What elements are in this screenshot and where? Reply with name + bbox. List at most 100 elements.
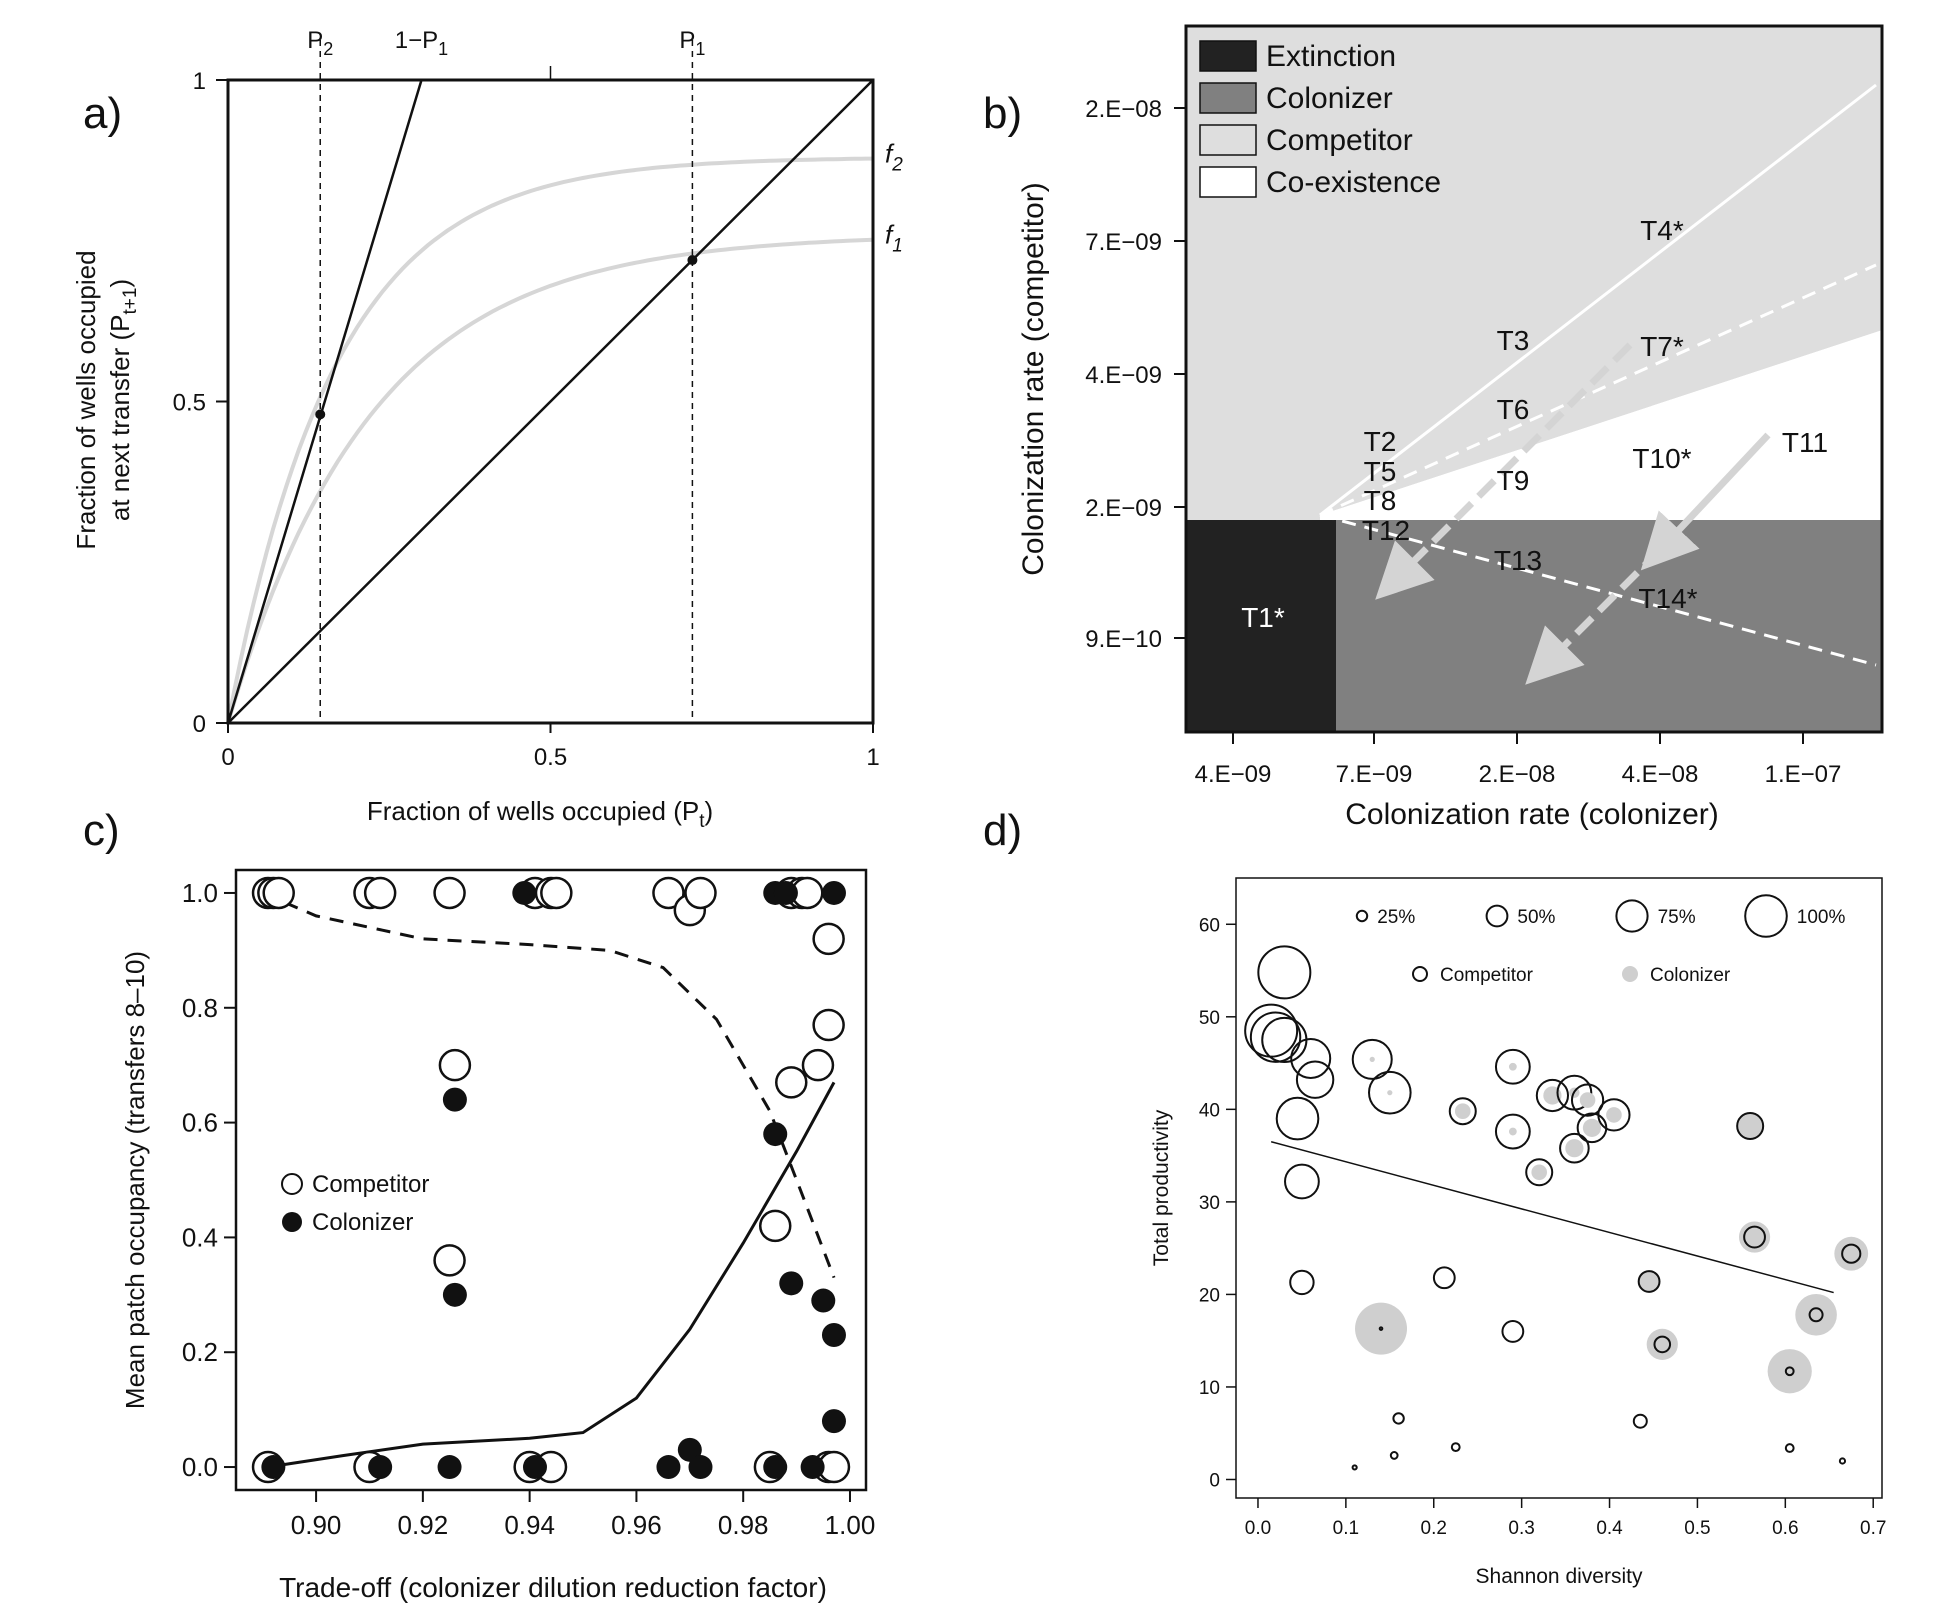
region-extinction <box>1186 520 1336 732</box>
competitor-point <box>262 876 295 910</box>
region-competitor-wedge <box>1320 245 1882 515</box>
regression-line <box>1270 1141 1834 1294</box>
line-t8-t9-t10 <box>1319 440 1877 517</box>
panel-d: d) 0.0 0.1 0.2 0.3 0.4 0.5 0.6 0.7 0 10 20 30 40 50 60… <box>983 806 1886 1588</box>
b-y-tick-label: 7.E−09 <box>1085 229 1162 256</box>
competitor-bubble <box>1284 1163 1320 1200</box>
panel-b: b) T1* T2 T5 T8 <box>983 24 1884 831</box>
c-x-tick-label: 0.98 <box>718 1510 769 1540</box>
competitor-bubble <box>1275 1096 1320 1141</box>
colonizer-bubble <box>1508 1062 1517 1071</box>
competitor-bubble <box>1597 1098 1631 1132</box>
d-y-tick-label: 30 <box>1199 1193 1220 1214</box>
panel-d-label: d) <box>983 806 1022 855</box>
label-t11: T11 <box>1782 427 1828 458</box>
d-y-tick-label: 20 <box>1199 1285 1220 1306</box>
arrow-left <box>1375 342 1633 600</box>
competitor-bubble <box>1784 1366 1795 1377</box>
competitor-bubble <box>1295 1060 1335 1099</box>
competitor-point <box>801 1048 835 1082</box>
competitor-bubble <box>1392 1412 1405 1425</box>
competitor-bubble <box>1257 945 1312 1000</box>
size-legend-circle <box>1355 909 1369 923</box>
legend-competitor-symbol <box>1412 966 1428 982</box>
competitor-point <box>652 876 685 910</box>
d-x-tick-label: 0.7 <box>1860 1518 1886 1539</box>
colonizer-bubble <box>1737 1113 1764 1139</box>
region-coexistence <box>1320 330 1882 520</box>
legend-swatch-colonizer <box>1199 82 1257 114</box>
legend-competitor-symbol <box>281 1173 303 1195</box>
a-x-tick-label: 1 <box>866 744 879 771</box>
colonizer-bubble <box>1795 1293 1837 1336</box>
competitor-bubble <box>1290 1037 1332 1079</box>
competitor-point <box>433 1244 466 1277</box>
legend-swatch-competitor <box>1199 124 1257 156</box>
competitor-bubble <box>1351 1038 1393 1080</box>
competitor-bubble <box>1289 1269 1315 1296</box>
colonizer-point <box>656 1455 681 1480</box>
competitor-point <box>812 1008 845 1042</box>
competitor-bubble <box>1784 1443 1795 1453</box>
legend-colonizer-label: Colonizer <box>312 1209 413 1236</box>
b-x-tick-label: 1.E−07 <box>1765 761 1842 788</box>
size-legend-label: 25% <box>1377 907 1415 928</box>
competitor-bubble <box>1637 1270 1661 1293</box>
label-t8: T8 <box>1364 485 1397 516</box>
label-t1: T1* <box>1241 602 1285 633</box>
colonizer-bubble <box>1646 1328 1678 1360</box>
colonizer-bubble <box>1834 1236 1869 1271</box>
label-t14: T14* <box>1638 583 1697 614</box>
colonizer-bubble <box>1638 1271 1660 1292</box>
panel-a-label: a) <box>83 89 122 138</box>
legend-colonizer-label: Colonizer <box>1650 965 1731 986</box>
legend-label-co-existence: Co-existence <box>1266 166 1441 199</box>
label-t12: T12 <box>1362 515 1410 546</box>
panel-b-y-title: Colonization rate (competitor) <box>1017 182 1050 576</box>
colonizer-point <box>261 1455 286 1480</box>
treatment-labels: T1* T2 T5 T8 T12 T3 T6 T9 T13 T4* T7* T1… <box>1241 215 1828 633</box>
c-x-tick-label: 0.94 <box>504 1510 555 1540</box>
colonizer-bubble <box>1508 1127 1517 1136</box>
size-legend-circle <box>1744 894 1788 938</box>
colonizer-point <box>821 880 846 905</box>
panel-d-x-title: Shannon diversity <box>1476 1565 1643 1588</box>
panel-a-y-title-line1: Fraction of wells occupied <box>71 250 101 549</box>
b-x-tick-label: 7.E−09 <box>1336 761 1413 788</box>
d-y-tick-label: 10 <box>1199 1378 1220 1399</box>
panel-c-x-title: Trade-off (colonizer dilution reduction … <box>279 1572 827 1603</box>
legend-swatch-extinction <box>1199 40 1257 72</box>
label-t10: T10* <box>1632 443 1691 474</box>
line-identity <box>227 79 874 724</box>
legend-competitor-label: Competitor <box>1440 965 1534 986</box>
panel-a-y-title-line2: at next transfer (Pt+1) <box>105 279 141 521</box>
c-y-tick-label: 0.4 <box>182 1222 218 1252</box>
colonizer-bubble <box>1454 1103 1471 1119</box>
colonizer-point <box>800 1455 825 1480</box>
c-x-tick-label: 1.00 <box>825 1510 876 1540</box>
colonizer-point <box>811 1288 836 1313</box>
d-y-tick-label: 50 <box>1199 1008 1220 1029</box>
equilibrium-point-1 <box>315 409 326 420</box>
panel-b-regions <box>1186 26 1882 732</box>
a-y-tick-label: 0 <box>193 711 206 738</box>
competitor-bubble <box>1494 1048 1531 1085</box>
competitor-bubble <box>1450 1442 1461 1453</box>
label-t13: T13 <box>1494 545 1542 576</box>
colonizer-point <box>763 1455 788 1480</box>
competitor-bubble <box>1494 1113 1531 1150</box>
line-t2-t3-t4 <box>1319 83 1877 517</box>
colonizer-bubble <box>1565 1139 1584 1158</box>
b-y-tick-label: 9.E−10 <box>1085 626 1162 653</box>
b-y-tick-label: 4.E−09 <box>1085 362 1162 389</box>
panel-c-y-title: Mean patch occupancy (transfers 8–10) <box>120 951 150 1409</box>
competitor-bubble <box>1841 1243 1862 1264</box>
competitor-bubble <box>1448 1097 1477 1126</box>
legend-label-competitor: Competitor <box>1266 124 1413 157</box>
competitor-bubble <box>1351 1464 1358 1471</box>
line-t12-t13-t14 <box>1319 513 1877 667</box>
size-legend-circle <box>1485 904 1509 928</box>
panel-a-x-title: Fraction of wells occupied (Pt) <box>367 796 713 832</box>
competitor-bubble <box>1389 1451 1399 1460</box>
